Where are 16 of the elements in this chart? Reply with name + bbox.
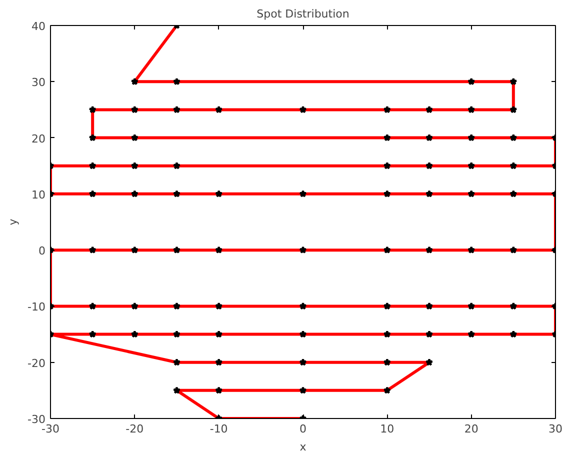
y-tick-label: -20 (28, 356, 46, 370)
y-tick-label: 40 (32, 20, 46, 33)
x-tick-label: -20 (126, 422, 144, 436)
y-axis-title: y (6, 218, 20, 226)
x-tick-label: -10 (210, 422, 228, 436)
y-tick-label: 10 (32, 188, 46, 202)
y-tick-label: 0 (38, 244, 46, 258)
x-tick-label: 30 (548, 422, 562, 436)
chart-title: Spot Distribution (256, 8, 350, 20)
x-tick-label: 0 (300, 422, 306, 436)
y-tick-label: 30 (32, 76, 46, 90)
x-axis-title: x (300, 440, 307, 454)
y-tick-label: 20 (32, 132, 46, 146)
x-tick-label: 10 (380, 422, 394, 436)
y-tick-label: -10 (28, 300, 46, 314)
x-tick-label: 20 (464, 422, 478, 436)
